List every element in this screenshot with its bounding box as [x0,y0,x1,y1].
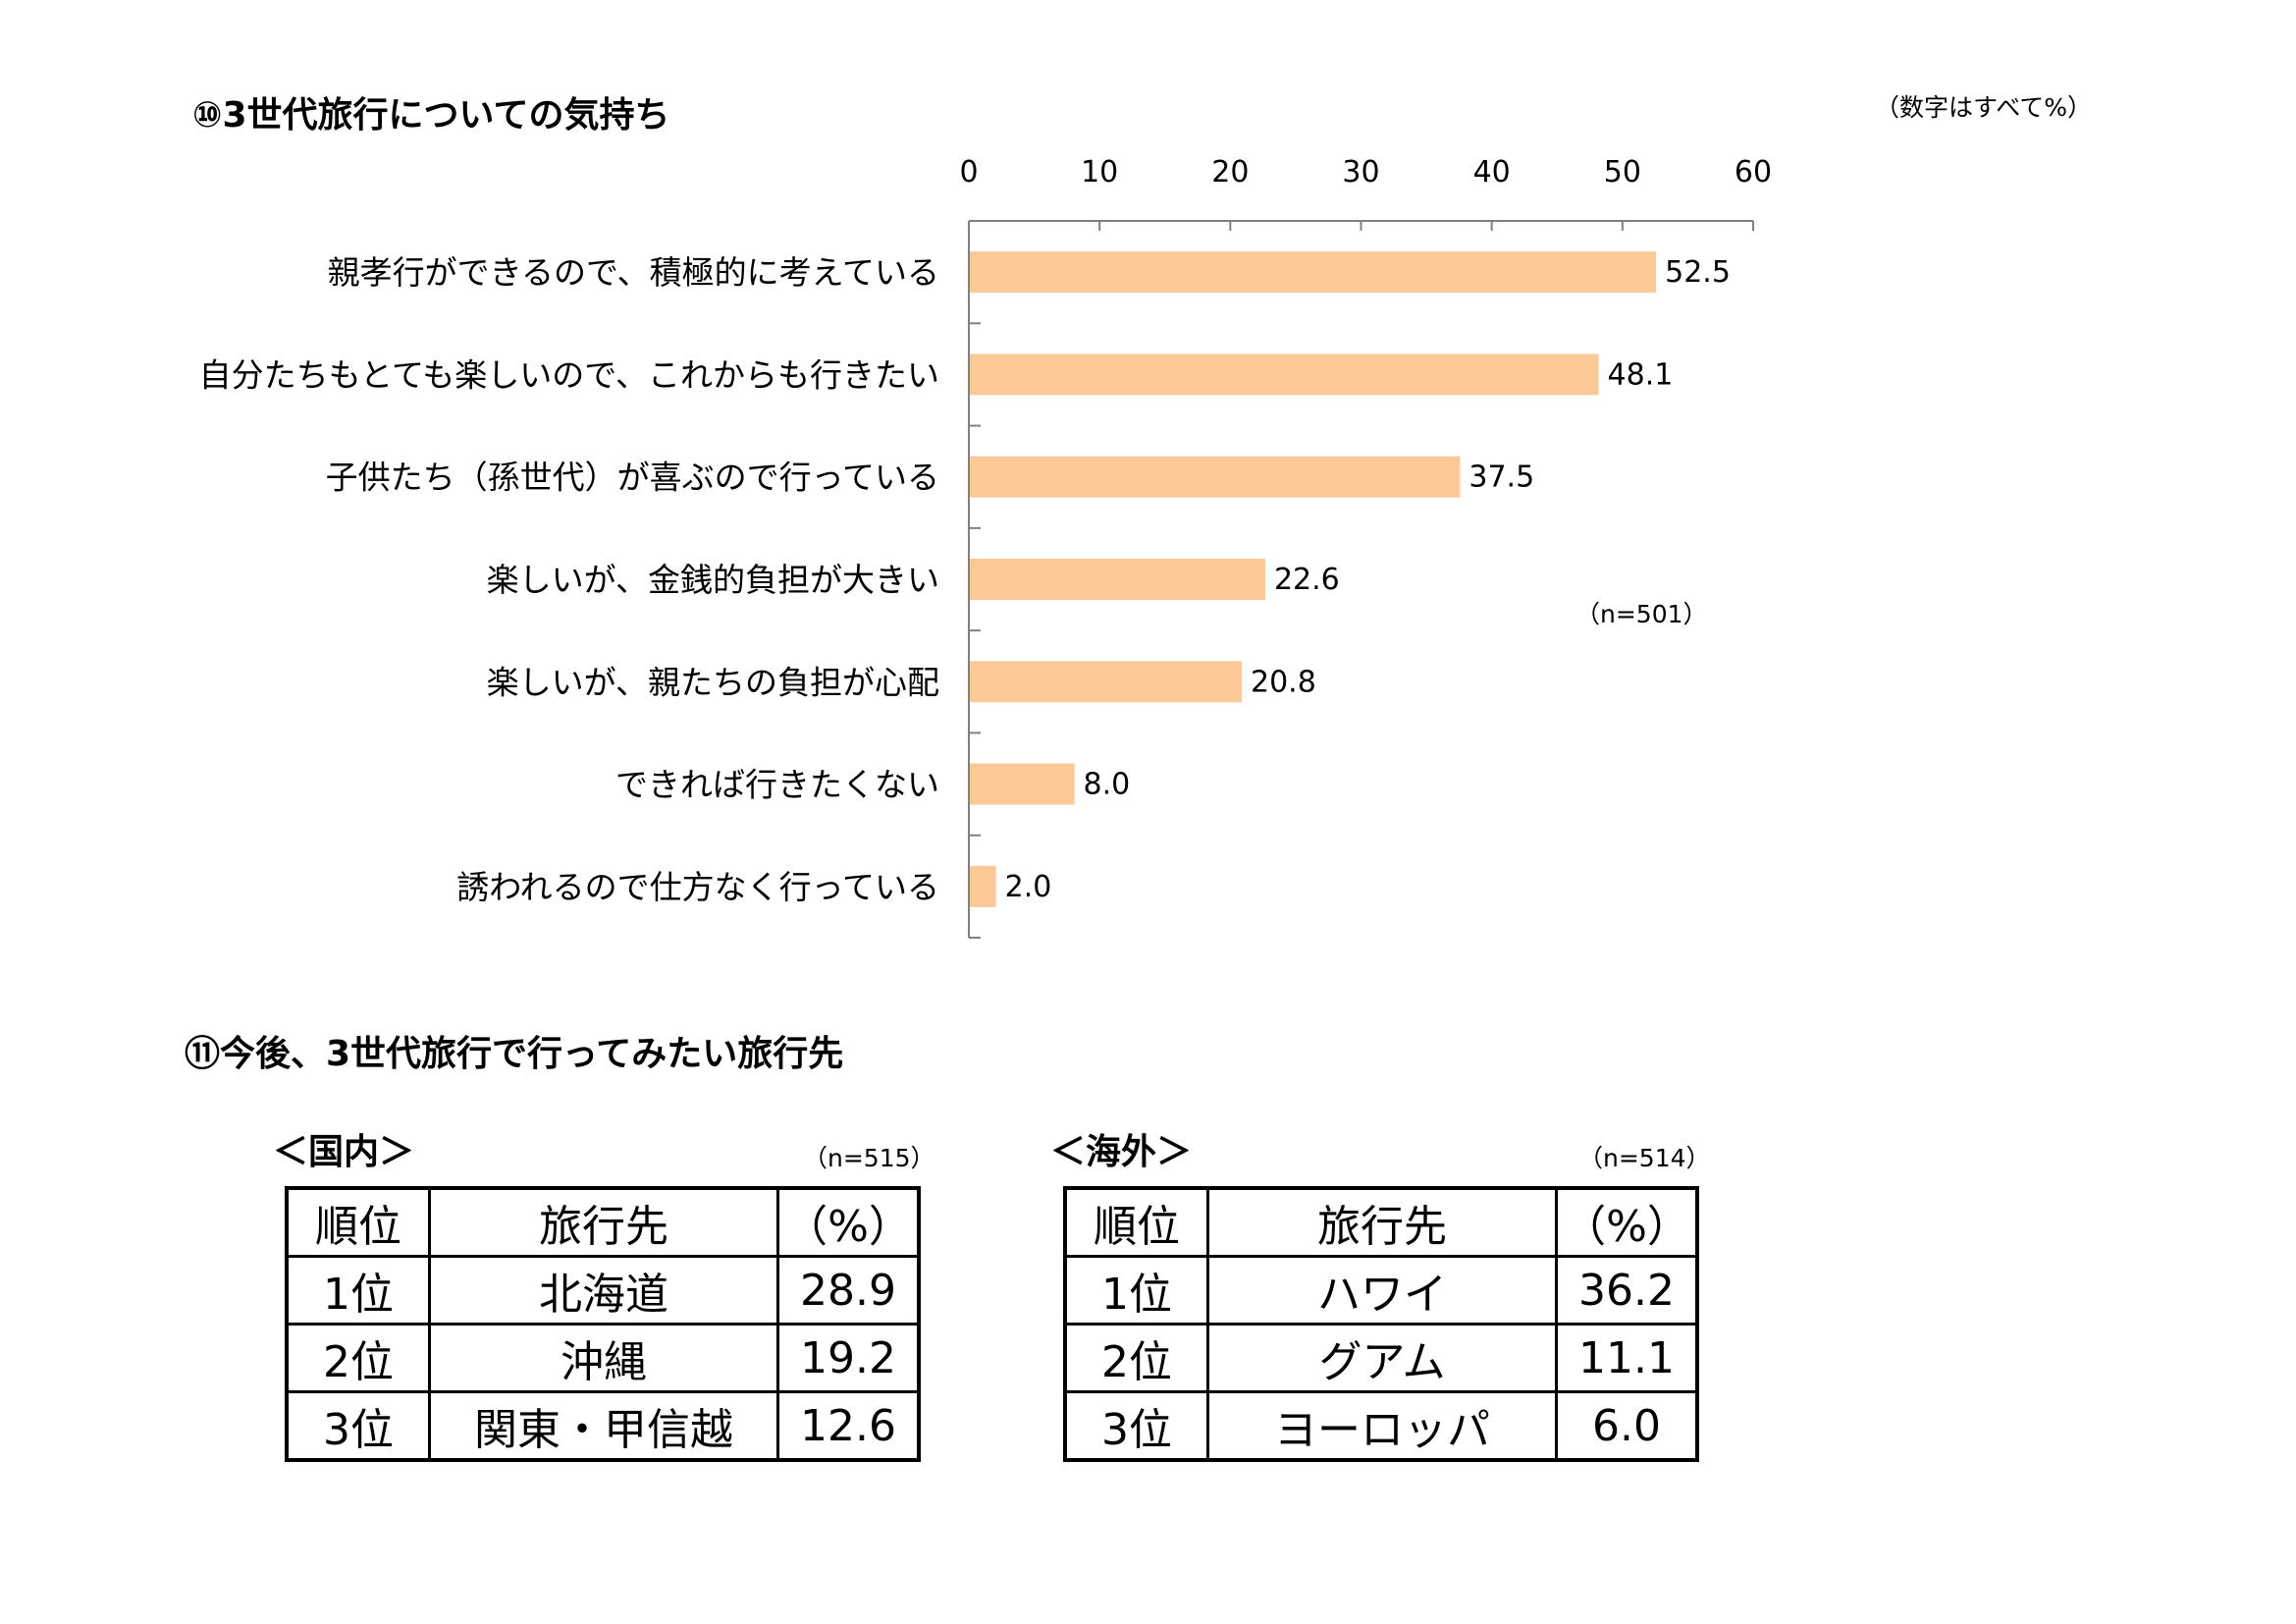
bar-chart: 0 10 20 30 40 50 60 親孝行ができるので、積極的に考えている 52.5 自分たち… [199,155,1772,939]
domestic-heading: ＜国内＞ [273,1132,415,1172]
sample-size-note: （n=501） [1575,600,1708,628]
percent-cell: 28.9 [776,1255,921,1326]
bar [970,661,1242,703]
rank-cell: 3位 [285,1390,431,1462]
rank-cell: 2位 [1063,1323,1209,1393]
domestic-n-note: （n=515） [803,1144,935,1172]
category-label: 楽しいが、金銭的負担が大きい [487,561,939,599]
bar [970,559,1265,600]
percent-cell: 36.2 [1555,1255,1699,1326]
data-label: 48.1 [1608,357,1674,392]
percent-cell: 19.2 [776,1323,921,1393]
data-label: 8.0 [1084,768,1131,802]
destination-cell: 関東・甲信越 [428,1390,779,1462]
category-label: 親孝行ができるので、積極的に考えている [328,253,939,292]
bar [970,251,1657,294]
table-row: 2位 グアム 11.1 [1063,1323,1699,1393]
overseas-heading: ＜海外＞ [1050,1132,1193,1172]
table-row: 2位 沖縄 19.2 [285,1323,921,1393]
section-title: ⑪今後、3世代旅行で行ってみたい旅行先 [185,1034,844,1074]
data-label: 37.5 [1468,460,1534,495]
x-tick-label: 30 [1342,155,1379,189]
unit-note: （数字はすべて%） [1875,93,2093,122]
percent-cell: 6.0 [1555,1390,1699,1462]
data-label: 2.0 [1005,870,1052,904]
rank-cell: 2位 [285,1323,431,1393]
header-rank: 順位 [1063,1186,1209,1258]
destination-cell: 沖縄 [428,1323,779,1393]
overseas-table: 順位 旅行先 （%） 1位 ハワイ 36.2 2位 グアム 11.1 3位 ヨー… [1063,1186,1699,1462]
bar [970,865,996,907]
table-row: 1位 北海道 28.9 [285,1255,921,1326]
destination-cell: グアム [1206,1323,1558,1393]
data-label: 20.8 [1251,665,1316,699]
table-header-row: 順位 旅行先 （%） [285,1186,921,1258]
category-label: 楽しいが、親たちの負担が心配 [487,663,939,701]
percent-cell: 11.1 [1555,1323,1699,1393]
header-percent: （%） [1555,1186,1699,1258]
bar [970,763,1075,805]
table-row: 3位 関東・甲信越 12.6 [285,1390,921,1462]
category-label: 子供たち（孫世代）が喜ぶので行っている [326,459,939,497]
header-percent: （%） [776,1186,921,1258]
data-label: 22.6 [1274,563,1340,597]
header-destination: 旅行先 [428,1186,779,1258]
data-label: 52.5 [1665,255,1731,290]
category-label: 自分たちもとても楽しいので、これからも行きたい [199,355,939,394]
percent-cell: 12.6 [776,1390,921,1462]
header-rank: 順位 [285,1186,431,1258]
chart-title: ⑩3世代旅行についての気持ち [192,95,670,135]
bar [970,353,1599,396]
destination-cell: ヨーロッパ [1206,1390,1558,1462]
category-label: 誘われるので仕方なく行っている [456,868,939,906]
rank-cell: 1位 [1063,1255,1209,1326]
table-row: 3位 ヨーロッパ 6.0 [1063,1390,1699,1462]
x-tick-label: 20 [1211,155,1249,189]
x-tick-label: 60 [1735,155,1772,189]
overseas-n-note: （n=514） [1578,1144,1711,1172]
category-label: できれば行きたくない [615,766,939,804]
domestic-table: 順位 旅行先 （%） 1位 北海道 28.9 2位 沖縄 19.2 3位 関東・… [285,1186,921,1462]
header-destination: 旅行先 [1206,1186,1558,1258]
x-tick-label: 0 [959,155,978,189]
x-tick-label: 40 [1473,155,1511,189]
destination-cell: 北海道 [428,1255,779,1326]
table-header-row: 順位 旅行先 （%） [1063,1186,1699,1258]
x-tick-label: 10 [1081,155,1118,189]
destination-cell: ハワイ [1206,1255,1558,1326]
rank-cell: 3位 [1063,1390,1209,1462]
x-tick-label: 50 [1604,155,1641,189]
table-row: 1位 ハワイ 36.2 [1063,1255,1699,1326]
rank-cell: 1位 [285,1255,431,1326]
bar [970,456,1461,498]
